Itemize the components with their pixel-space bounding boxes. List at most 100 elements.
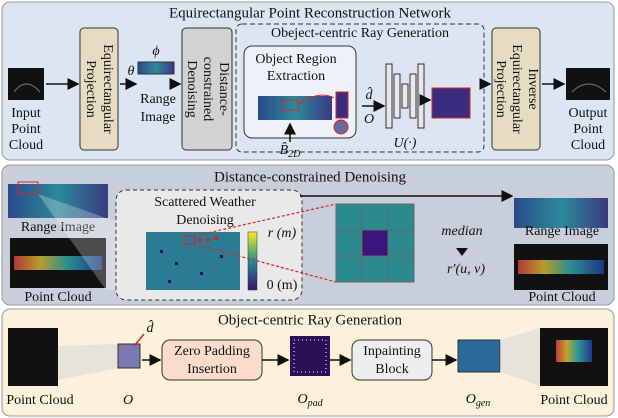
unet-layer [393, 73, 401, 119]
output-crop [431, 87, 471, 119]
object-image [117, 343, 141, 369]
grid-cell [387, 255, 415, 283]
grid-cell-center [361, 229, 389, 257]
input-label: Point [11, 122, 41, 137]
block-label: Distance- [216, 62, 231, 116]
range-image-right [514, 198, 608, 228]
block-label: Projection [83, 60, 98, 118]
red-arrow [133, 333, 145, 347]
output-label: Output [569, 106, 608, 121]
grid-cell [361, 203, 389, 231]
input-label: Input [11, 106, 41, 121]
phi-label: ϕ [152, 44, 159, 59]
colorbar [247, 231, 258, 291]
denoising-text: Distance- constrained Denoising [184, 57, 231, 122]
point-cloud-detail [14, 256, 102, 270]
colorbar-min: 0 (m) [267, 278, 298, 293]
red-arrow [297, 94, 335, 105]
theta-label: θ [128, 64, 135, 79]
zoom-line [193, 203, 337, 237]
top-panel: Equirectangular Point Reconstruction Net… [1, 1, 615, 161]
b2d-sub: 2D [288, 149, 301, 160]
noise-point [175, 262, 178, 265]
o-pad-label: Opad [297, 392, 323, 409]
zoom-shade [38, 194, 140, 290]
block-label: Denoising [184, 60, 199, 118]
range-label-left: Range Image [21, 220, 95, 235]
region-box [17, 181, 39, 195]
scatter-label: Scattered Weather [154, 195, 256, 210]
grid-cell [335, 255, 363, 283]
panel-title: Equirectangular Point Reconstruction Net… [169, 5, 452, 21]
input-label: Cloud [9, 138, 43, 153]
o-pad-base: O [297, 392, 307, 407]
block-label: Inverse [525, 68, 540, 109]
unet-label: U(·) [394, 136, 417, 151]
crop-image [335, 91, 349, 119]
red-dot [214, 236, 218, 240]
o-gen-label: Ogen [466, 392, 491, 409]
unet-layer [409, 73, 417, 119]
region-box [281, 99, 299, 111]
point-cloud-label-right: Point Cloud [528, 290, 595, 305]
block-label: Insertion [187, 362, 237, 377]
point-cloud-detail [518, 260, 604, 274]
scatter-label: Denoising [176, 213, 234, 228]
unet-layer [401, 83, 409, 109]
grid-cell [335, 229, 363, 257]
crop-circle [333, 119, 349, 135]
output-label: Point [573, 122, 603, 137]
zoom-shade [500, 328, 540, 386]
ray-generation-box [235, 23, 485, 153]
block-label: Equirectangular [509, 44, 524, 134]
zoom-shade [58, 344, 118, 380]
block-label: Zero Padding [174, 344, 250, 359]
output-image-detail [571, 83, 607, 93]
range-image [137, 61, 175, 75]
input-image-detail [13, 83, 41, 93]
point-cloud-label-left: Point Cloud [24, 290, 91, 305]
extraction-label: Extraction [267, 69, 325, 84]
red-dot [198, 238, 202, 242]
noise-point [160, 250, 163, 253]
range-label: Range [140, 92, 176, 107]
grid-cell [387, 229, 415, 257]
grid-cell [387, 203, 415, 231]
red-dot [206, 238, 210, 242]
noise-points [160, 250, 223, 283]
padded-image [290, 336, 330, 376]
grid-cell [361, 255, 389, 283]
o-label: O [364, 112, 374, 127]
denoising-block [181, 27, 233, 151]
o-pad-sub: pad [307, 398, 324, 409]
unet-layer [417, 63, 425, 129]
noise-point [200, 272, 203, 275]
median-grid [335, 203, 415, 283]
o-label: O [123, 393, 133, 408]
block-label: Projection [493, 60, 508, 118]
median-label: median [441, 224, 482, 239]
unet-layer [385, 63, 393, 129]
extraction-label: Object Region [255, 52, 336, 67]
inverse-block [491, 27, 541, 151]
range-label-right: Range Image [525, 224, 599, 239]
r-prime-label: r′(u, v) [447, 262, 485, 277]
projection-text: Equirectangular Projection [83, 44, 115, 134]
noise-point [168, 280, 171, 283]
d-hat-label: d̂ [366, 86, 374, 103]
block-label: Inpainting [363, 344, 421, 359]
projection-block [79, 27, 119, 151]
range-image-left [8, 184, 108, 218]
zoom-line [193, 243, 337, 283]
heatmap [146, 232, 240, 290]
panel-title: Distance-constrained Denoising [214, 169, 407, 185]
o-gen-base: O [466, 392, 476, 407]
point-cloud-left [8, 328, 58, 386]
b2d-label: B̂2D [280, 142, 302, 160]
point-cloud-label-right: Point Cloud [540, 393, 607, 408]
inverse-text: Inverse Equirectangular Projection [493, 44, 540, 134]
middle-panel: Distance-constrained Denoising Range Ima… [1, 164, 615, 306]
bottom-panel: Object-centric Ray Generation Point Clou… [1, 308, 615, 417]
grid-cell [335, 203, 363, 231]
